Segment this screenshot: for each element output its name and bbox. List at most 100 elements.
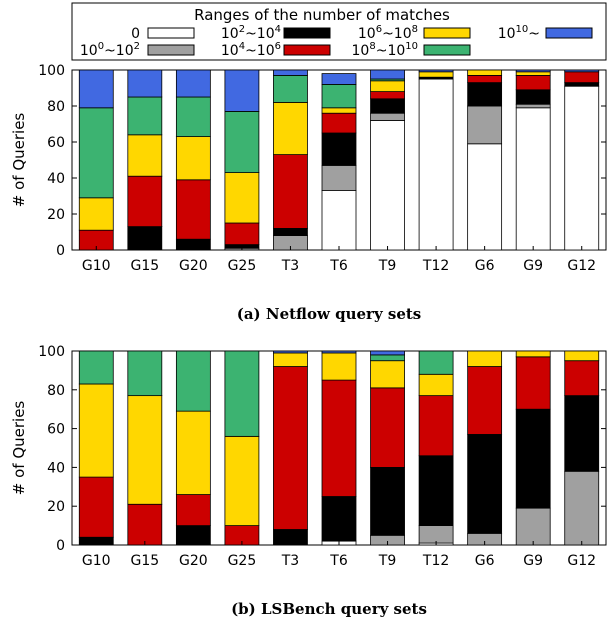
legend-label-5: 108~1010 bbox=[352, 41, 418, 59]
x-tick-label-G25: G25 bbox=[228, 553, 257, 569]
x-tick-label-G12: G12 bbox=[567, 258, 596, 274]
bar-T6-1 bbox=[321, 164, 357, 191]
bar-G9-1 bbox=[515, 103, 551, 109]
bar-T6-3 bbox=[321, 112, 357, 134]
x-tick-label-T6: T6 bbox=[329, 553, 348, 569]
y-tick-label: 100 bbox=[38, 63, 65, 79]
legend-swatch-2 bbox=[283, 27, 331, 39]
bar-G6-3 bbox=[467, 366, 503, 435]
bar-T3-6 bbox=[273, 69, 308, 76]
bar-G10-4 bbox=[78, 383, 114, 478]
bar-T3-4 bbox=[273, 352, 308, 367]
legend-swatch-0 bbox=[147, 27, 195, 39]
bar-G6-4 bbox=[467, 350, 503, 367]
bar-G25-4 bbox=[224, 172, 260, 224]
bar-G20-6 bbox=[175, 69, 211, 98]
bar-G6-1 bbox=[467, 105, 503, 145]
bar-T9-1 bbox=[370, 112, 405, 121]
bar-G6-0 bbox=[467, 143, 503, 251]
bar-G20-5 bbox=[175, 350, 211, 412]
y-tick-label: 20 bbox=[47, 499, 65, 515]
bar-G9-4 bbox=[515, 71, 551, 76]
bar-T6-5 bbox=[321, 84, 357, 109]
bar-T9-6 bbox=[370, 350, 405, 356]
bar-G20-3 bbox=[175, 179, 211, 240]
bar-G15-4 bbox=[127, 395, 163, 505]
y-axis-label: # of Queries bbox=[10, 113, 28, 208]
legend-label-base: 10 bbox=[498, 26, 516, 42]
y-tick-label: 0 bbox=[56, 538, 65, 554]
bar-T9-2 bbox=[370, 98, 405, 114]
x-tick-label-T3: T3 bbox=[281, 553, 299, 569]
bar-G9-2 bbox=[515, 408, 551, 509]
bar-G25-5 bbox=[224, 350, 260, 437]
bar-G12-2 bbox=[564, 395, 600, 472]
legend-swatch-6 bbox=[545, 27, 593, 39]
legend-label-base: 10 bbox=[352, 43, 370, 59]
x-tick-label-G12: G12 bbox=[567, 553, 596, 569]
legend-items: 0100~102102~104104~106106~108108~1010101… bbox=[80, 24, 593, 59]
bar-G12-0 bbox=[564, 85, 600, 251]
bar-T9-0 bbox=[370, 120, 405, 251]
chart-caption: (b) LSBench query sets bbox=[231, 600, 427, 618]
bar-G15-3 bbox=[127, 503, 163, 546]
x-tick-label-G9: G9 bbox=[523, 258, 543, 274]
y-tick-label: 80 bbox=[47, 99, 65, 115]
legend-swatch-3 bbox=[283, 44, 331, 56]
bar-G25-4 bbox=[224, 435, 260, 526]
bar-T12-2 bbox=[418, 455, 454, 527]
legend-label-0: 0 bbox=[131, 26, 140, 42]
bar-T3-2 bbox=[273, 227, 308, 236]
x-tick-label-T9: T9 bbox=[378, 553, 396, 569]
chart-netflow: 0 20 40 60 80 100 # of Queries G10 G15 G20 G25 T3 T6… bbox=[10, 63, 607, 323]
legend-label-6: 1010~ bbox=[498, 24, 540, 42]
bar-G25-3 bbox=[224, 222, 260, 246]
legend-label-1: 100~102 bbox=[80, 41, 140, 59]
x-tick-label-G20: G20 bbox=[179, 553, 208, 569]
bar-G15-6 bbox=[127, 69, 163, 98]
legend-label-3: 104~106 bbox=[221, 41, 281, 59]
bar-G9-3 bbox=[515, 75, 551, 91]
bar-G20-4 bbox=[175, 410, 211, 495]
x-tick-label-T9: T9 bbox=[378, 258, 396, 274]
legend-swatch-5 bbox=[423, 44, 471, 56]
x-tick-label-G10: G10 bbox=[82, 553, 111, 569]
bar-T12-3 bbox=[418, 395, 454, 457]
x-tick-label-G6: G6 bbox=[475, 553, 495, 569]
bar-G6-2 bbox=[467, 82, 503, 107]
legend-label-base: 0 bbox=[131, 26, 140, 42]
y-tick-label: 60 bbox=[47, 422, 65, 438]
y-tick-label: 40 bbox=[47, 171, 65, 187]
bar-G15-3 bbox=[127, 175, 163, 227]
bar-G12-2 bbox=[564, 82, 600, 87]
chart-lsbench: 0 20 40 60 80 100 # of Queries G10 G15 G20 G25 T3 T6… bbox=[10, 344, 607, 618]
legend-title: Ranges of the number of matches bbox=[194, 6, 450, 24]
bar-G9-2 bbox=[515, 89, 551, 105]
legend-swatch-1 bbox=[147, 44, 195, 56]
bar-G10-5 bbox=[78, 107, 114, 199]
bar-T6-2 bbox=[321, 132, 357, 166]
bar-G9-1 bbox=[515, 507, 551, 546]
bar-T6-4 bbox=[321, 107, 357, 114]
bar-G12-1 bbox=[564, 470, 600, 546]
bar-T3-3 bbox=[273, 366, 308, 530]
y-tick-label: 0 bbox=[56, 243, 65, 259]
x-tick-label-T12: T12 bbox=[422, 553, 449, 569]
bar-G15-4 bbox=[127, 134, 163, 177]
bar-G25-5 bbox=[224, 111, 260, 174]
legend-label-2: 102~104 bbox=[221, 24, 281, 42]
bar-G6-3 bbox=[467, 75, 503, 84]
bar-G20-4 bbox=[175, 136, 211, 181]
bar-G12-4 bbox=[564, 350, 600, 362]
legend-label-base: 10 bbox=[80, 43, 98, 59]
x-tick-label-G15: G15 bbox=[130, 258, 159, 274]
bar-T12-5 bbox=[418, 350, 454, 375]
bar-T12-1 bbox=[418, 525, 454, 544]
y-tick-label: 20 bbox=[47, 207, 65, 223]
bar-T12-4 bbox=[418, 71, 454, 78]
bar-T9-4 bbox=[370, 360, 405, 389]
x-tick-label-G6: G6 bbox=[475, 258, 495, 274]
bar-T9-6 bbox=[370, 69, 405, 80]
bar-T6-2 bbox=[321, 496, 357, 542]
